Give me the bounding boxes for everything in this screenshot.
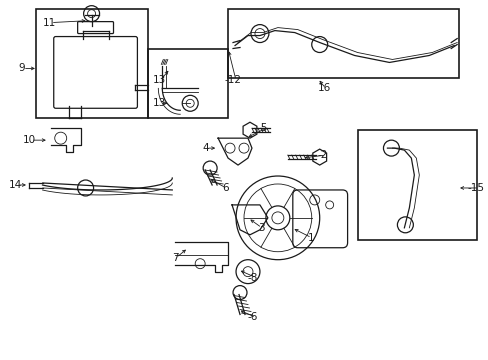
Text: 7: 7 — [172, 253, 179, 263]
Bar — [148, 49, 227, 118]
Text: -12: -12 — [224, 75, 241, 85]
Text: 14: 14 — [9, 180, 22, 190]
Text: 6: 6 — [222, 183, 228, 193]
Text: -6: -6 — [247, 312, 258, 323]
Bar — [227, 9, 458, 78]
Text: 9: 9 — [19, 63, 25, 73]
Text: 4: 4 — [202, 143, 208, 153]
Text: -5: -5 — [258, 123, 268, 133]
Bar — [357, 130, 476, 240]
Text: 13: 13 — [152, 75, 165, 85]
Text: 11: 11 — [42, 18, 56, 28]
Text: 10: 10 — [23, 135, 36, 145]
Text: -15: -15 — [466, 183, 483, 193]
Text: -8: -8 — [247, 273, 258, 283]
Text: 16: 16 — [317, 84, 330, 93]
Text: 3: 3 — [258, 223, 264, 233]
Text: 1: 1 — [307, 233, 314, 243]
Text: 13: 13 — [152, 98, 165, 108]
Bar — [36, 9, 148, 118]
Text: -2: -2 — [317, 150, 327, 160]
